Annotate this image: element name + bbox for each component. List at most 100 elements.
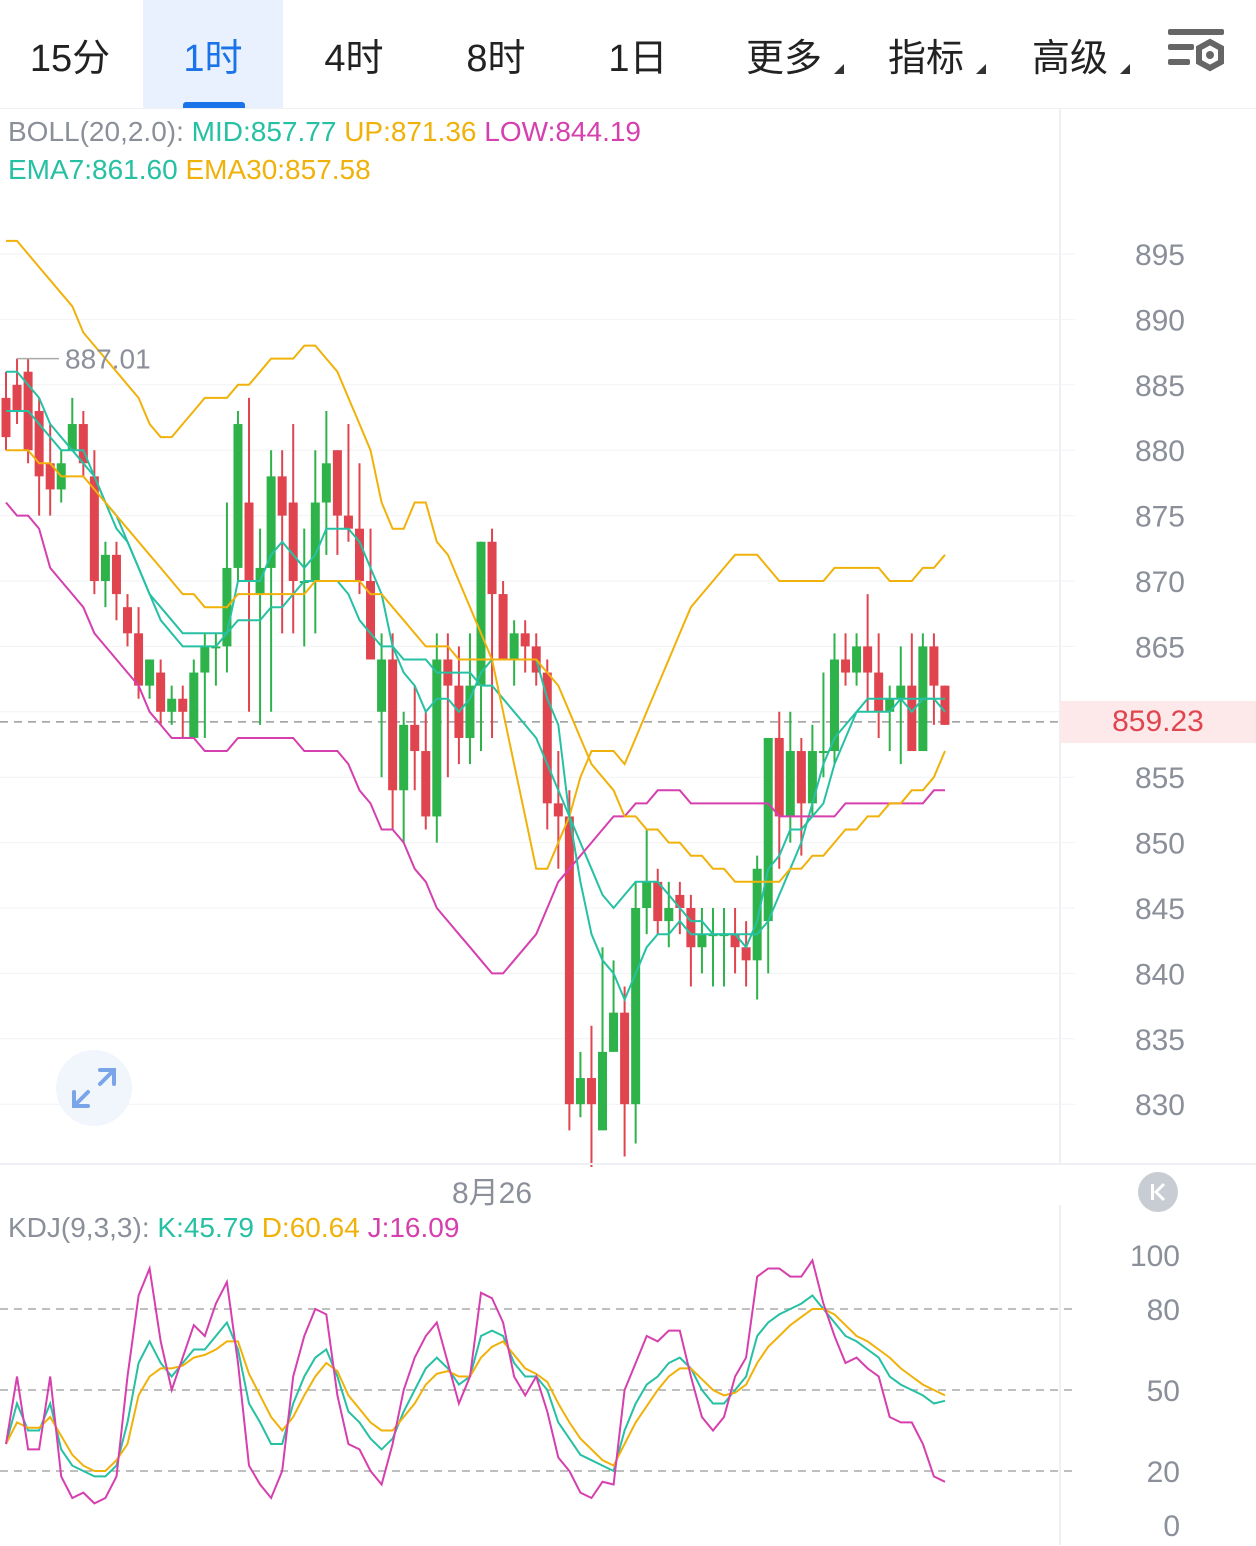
tab-1d[interactable]: 1日 — [568, 0, 708, 108]
candle-body — [67, 424, 77, 451]
candle-body — [575, 1078, 585, 1105]
candle-body — [100, 554, 110, 581]
candle-body — [12, 384, 22, 411]
tab-advanced[interactable]: 高级 — [1000, 0, 1140, 108]
y-tick-label: 845 — [1135, 893, 1185, 926]
candle-body — [189, 672, 199, 738]
series-line-up — [6, 239, 946, 870]
candle-body — [520, 633, 530, 647]
tab-1h[interactable]: 1时 — [143, 0, 283, 108]
candle-body — [896, 685, 906, 699]
expand-button[interactable] — [56, 1050, 132, 1126]
y-tick-label: 840 — [1135, 958, 1185, 991]
candle-body — [321, 463, 331, 503]
tab-label: 4时 — [324, 37, 384, 80]
candle-body — [874, 672, 884, 712]
tab-4h[interactable]: 4时 — [284, 0, 424, 108]
candle-body — [553, 803, 563, 817]
y-tick-label: 865 — [1135, 631, 1185, 664]
kdj-k-value: K:45.79 — [157, 1212, 254, 1243]
y-tick-label: 80 — [1147, 1294, 1180, 1327]
series-line-ema7 — [6, 410, 945, 1003]
y-tick-label: 850 — [1135, 828, 1185, 861]
candle-body — [697, 934, 707, 948]
candle-body — [631, 908, 641, 1105]
candle-body — [89, 476, 99, 581]
series-line-d — [5, 1308, 946, 1472]
candle-body — [498, 594, 508, 660]
candle-body — [620, 1012, 630, 1105]
candle-body — [354, 528, 364, 581]
candle-body — [34, 410, 44, 477]
y-tick-label: 890 — [1135, 304, 1185, 337]
candle-body — [167, 698, 177, 712]
candle-body — [885, 698, 895, 712]
candle-body — [940, 685, 950, 725]
y-tick-label: 50 — [1147, 1375, 1180, 1408]
tab-more[interactable]: 更多 — [714, 0, 854, 108]
main-chart[interactable]: 895 890 885 880 875 870 865 855 850 845 840 835 830 8… — [0, 109, 1256, 1167]
kdj-chart[interactable]: 100 80 50 20 0 — [0, 1205, 1256, 1545]
candle-body — [200, 646, 210, 673]
candle-body — [465, 685, 475, 738]
candle-body — [730, 934, 740, 948]
candle-body — [586, 1078, 596, 1105]
candle-body — [178, 698, 188, 712]
candle-body — [929, 646, 939, 686]
boll-legend: BOLL(20,2.0): MID:857.77 UP:871.36 LOW:8… — [8, 116, 641, 148]
candle-body — [45, 463, 55, 490]
candle-body — [388, 659, 398, 791]
dropdown-caret-icon — [834, 64, 844, 74]
series-line-ema30 — [6, 449, 946, 883]
timeframe-tabs: 15分 1时 4时 8时 1日 更多 指标 高级 — [0, 0, 1256, 109]
candle-body — [366, 581, 376, 660]
expand-icon — [72, 1068, 116, 1108]
tab-8h[interactable]: 8时 — [426, 0, 566, 108]
candle-body — [686, 908, 696, 948]
series-line-j — [5, 1258, 946, 1505]
rewind-icon — [1151, 1182, 1166, 1202]
candle-body — [907, 685, 917, 752]
candle-body — [432, 659, 442, 817]
candle-body — [421, 751, 431, 817]
tab-label: 1日 — [608, 37, 668, 80]
candle-body — [266, 476, 276, 568]
y-tick-label: 855 — [1135, 762, 1185, 795]
candle-body — [399, 724, 409, 791]
kdj-label: KDJ(9,3,3): — [8, 1212, 150, 1243]
date-axis-label: 8月26 — [452, 1177, 533, 1210]
boll-up-value: UP:871.36 — [344, 116, 477, 147]
tab-label: 1时 — [183, 37, 243, 80]
tab-label: 15分 — [29, 37, 111, 80]
y-tick-label: 20 — [1147, 1456, 1180, 1489]
candle-body — [852, 646, 862, 673]
candle-body — [752, 868, 762, 961]
candle-body — [675, 894, 685, 908]
y-tick-label: 895 — [1135, 239, 1185, 272]
candle-body — [796, 751, 806, 804]
candle-body — [807, 751, 817, 804]
candle-body — [487, 541, 497, 595]
active-tab-indicator — [183, 102, 245, 108]
tab-15m[interactable]: 15分 — [0, 0, 140, 108]
current-price-tag: 859.23 — [1060, 701, 1256, 743]
series-line-k — [5, 1294, 946, 1478]
candle-body — [332, 450, 342, 516]
boll-mid-value: MID:857.77 — [191, 116, 337, 147]
series-line-low — [5, 501, 945, 975]
candle-body — [476, 541, 486, 686]
chart-settings-icon[interactable] — [1166, 26, 1228, 78]
candle-body — [841, 659, 851, 673]
tab-label: 高级 — [1031, 37, 1108, 80]
tab-indicators[interactable]: 指标 — [856, 0, 996, 108]
y-tick-label: 0 — [1163, 1510, 1180, 1543]
tab-label: 指标 — [887, 37, 964, 80]
candle-body — [1, 397, 11, 438]
candle-body — [598, 1051, 608, 1131]
candle-body — [863, 646, 873, 673]
candle-body — [410, 724, 420, 752]
kdj-j-value: J:16.09 — [367, 1212, 460, 1243]
y-tick-label: 880 — [1135, 435, 1185, 468]
candle-body — [233, 424, 243, 568]
scroll-to-latest-button[interactable] — [1138, 1172, 1178, 1212]
